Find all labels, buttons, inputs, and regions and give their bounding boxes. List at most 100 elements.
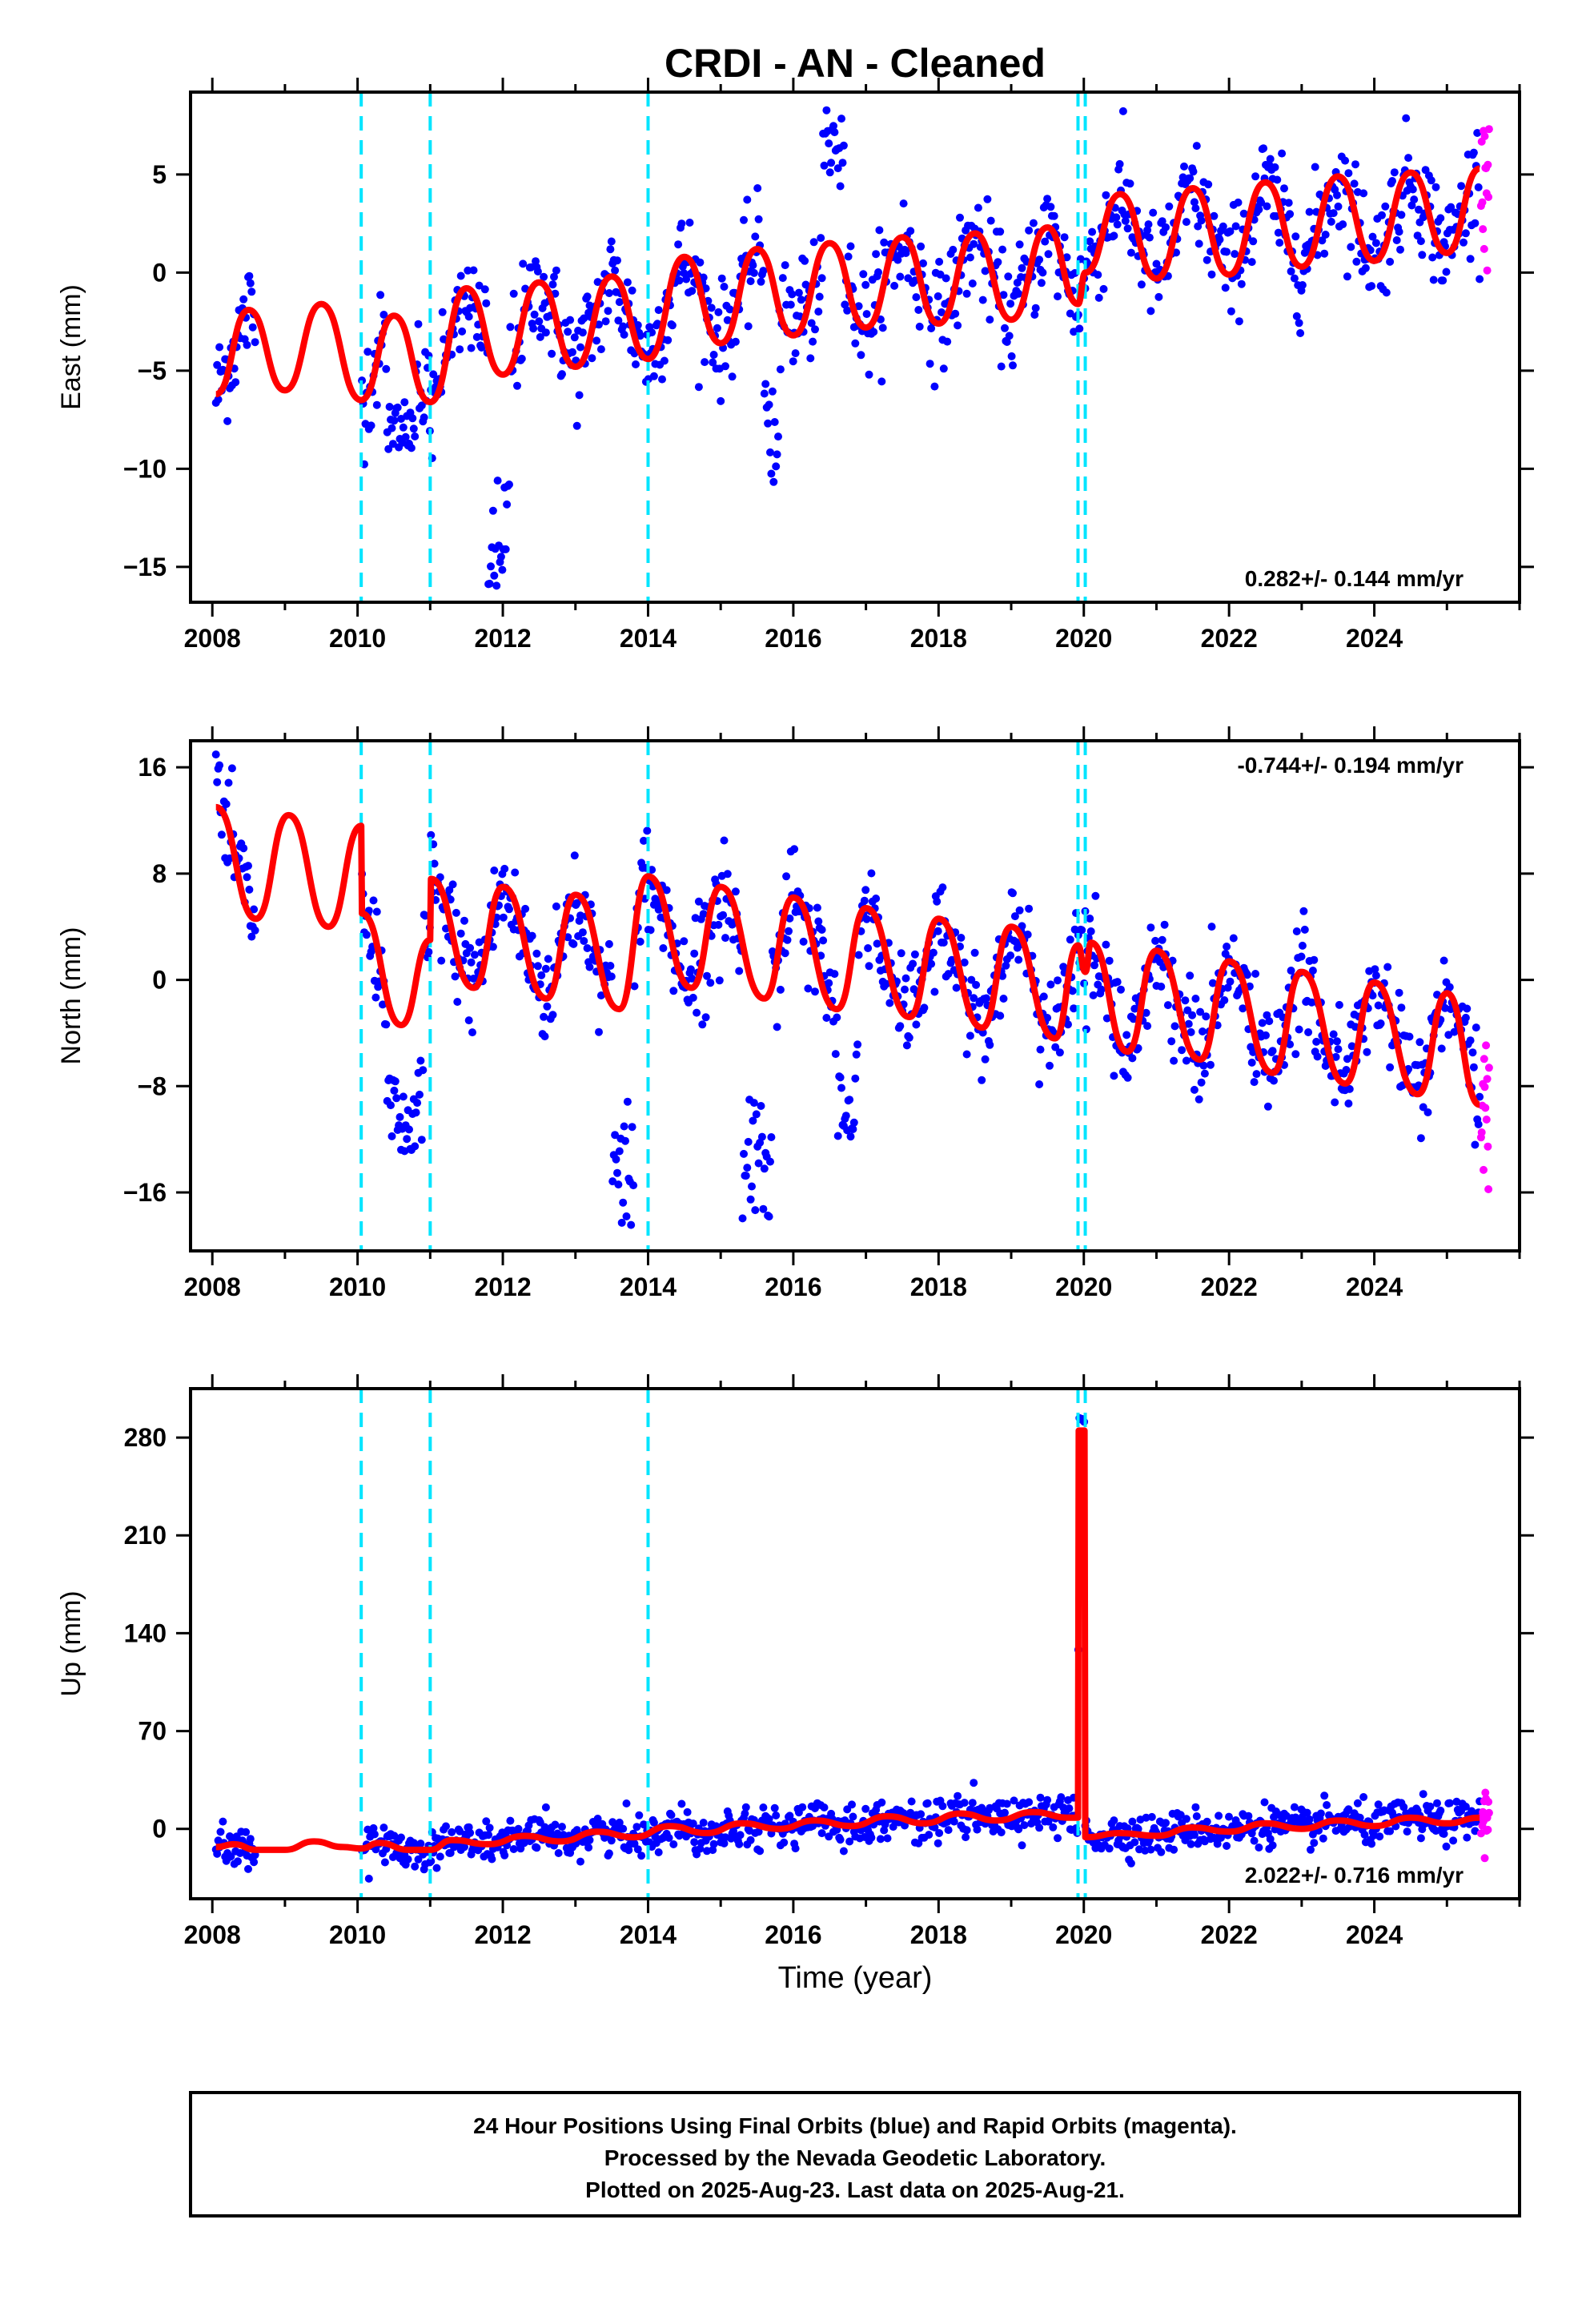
data-point [649, 1818, 658, 1827]
data-point [1347, 243, 1355, 251]
data-point [709, 358, 717, 367]
data-point [1154, 292, 1163, 301]
data-point [838, 159, 847, 167]
data-point [1371, 971, 1380, 980]
data-point [488, 506, 497, 515]
data-point [1009, 889, 1017, 898]
data-point [469, 266, 478, 275]
data-point [607, 972, 616, 981]
data-point [768, 387, 777, 396]
data-point [630, 982, 639, 991]
data-point [770, 418, 779, 426]
data-point [583, 944, 592, 952]
data-point [930, 382, 939, 391]
data-point [1146, 307, 1155, 316]
data-point [1474, 1120, 1483, 1128]
data-point [1066, 309, 1074, 318]
data-point [1113, 220, 1122, 229]
rapid-point [1483, 1075, 1492, 1084]
data-point [765, 1815, 773, 1823]
data-point [876, 1835, 885, 1844]
data-point [883, 1834, 892, 1843]
x-tick-label: 2014 [620, 624, 677, 653]
data-point [499, 913, 508, 922]
data-point [1165, 202, 1174, 211]
data-point [576, 1857, 584, 1866]
data-point [1474, 183, 1483, 191]
velocity-rate-label: 2.022+/- 0.716 mm/yr [1245, 1863, 1464, 1888]
data-point [488, 1855, 496, 1864]
data-point [1286, 1040, 1295, 1049]
data-point [696, 258, 705, 267]
data-point [938, 1802, 947, 1811]
data-point [728, 372, 737, 381]
data-point [1113, 978, 1122, 987]
data-point [596, 991, 605, 999]
data-point [1471, 219, 1480, 227]
data-point [1192, 142, 1201, 151]
data-point [552, 902, 560, 911]
data-point [623, 278, 632, 287]
data-point [836, 1835, 845, 1844]
rapid-point [1484, 1142, 1492, 1151]
data-point [1275, 239, 1284, 247]
x-tick-label: 2024 [1346, 1273, 1403, 1301]
data-point [1123, 1073, 1132, 1082]
x-tick-label: 2010 [329, 624, 386, 653]
data-point [902, 1041, 911, 1050]
data-point [234, 1857, 242, 1866]
data-point [1471, 1827, 1480, 1835]
data-point [830, 970, 839, 979]
data-point [1189, 167, 1198, 176]
y-tick-label: 280 [124, 1423, 167, 1452]
rapid-point [1484, 160, 1492, 169]
data-point [411, 1142, 420, 1151]
data-point [740, 215, 748, 224]
data-point [923, 1799, 932, 1807]
data-point [846, 1132, 855, 1141]
data-point [242, 1827, 251, 1836]
data-point [496, 553, 505, 561]
data-point [1018, 263, 1026, 272]
data-point [500, 1851, 509, 1860]
data-point [216, 1827, 225, 1836]
data-point [247, 287, 256, 296]
y-tick-label: 0 [152, 966, 167, 995]
data-point [227, 764, 236, 773]
data-point [1226, 227, 1235, 235]
data-point [962, 1833, 970, 1842]
data-point [606, 962, 615, 970]
data-point [548, 1011, 557, 1019]
data-point [558, 1823, 566, 1831]
rapid-point [1477, 1128, 1486, 1136]
data-point [493, 476, 502, 485]
y-tick-label: 140 [124, 1618, 167, 1647]
data-point [754, 1159, 763, 1168]
data-point [1320, 1791, 1329, 1800]
data-point [1471, 1140, 1480, 1149]
data-point [1190, 1085, 1199, 1094]
data-point [1396, 245, 1404, 254]
data-point [766, 448, 774, 456]
data-point [580, 937, 588, 945]
data-point [878, 324, 887, 332]
data-point [379, 311, 388, 319]
data-point [875, 226, 884, 235]
data-point [1220, 996, 1229, 1004]
data-point [615, 1818, 624, 1827]
data-point [1025, 226, 1034, 235]
data-point [772, 462, 781, 471]
data-point [1247, 258, 1256, 267]
data-point [619, 1198, 628, 1207]
data-point [1031, 304, 1040, 312]
data-point [962, 289, 971, 298]
data-point [1054, 1834, 1062, 1843]
plot-area [211, 92, 1493, 602]
data-point [372, 907, 381, 916]
rapid-point [1479, 1807, 1488, 1816]
data-point [1192, 1812, 1201, 1820]
data-point [505, 905, 513, 914]
data-point [849, 1812, 857, 1821]
data-point [1229, 934, 1238, 943]
data-point [1333, 1037, 1341, 1046]
